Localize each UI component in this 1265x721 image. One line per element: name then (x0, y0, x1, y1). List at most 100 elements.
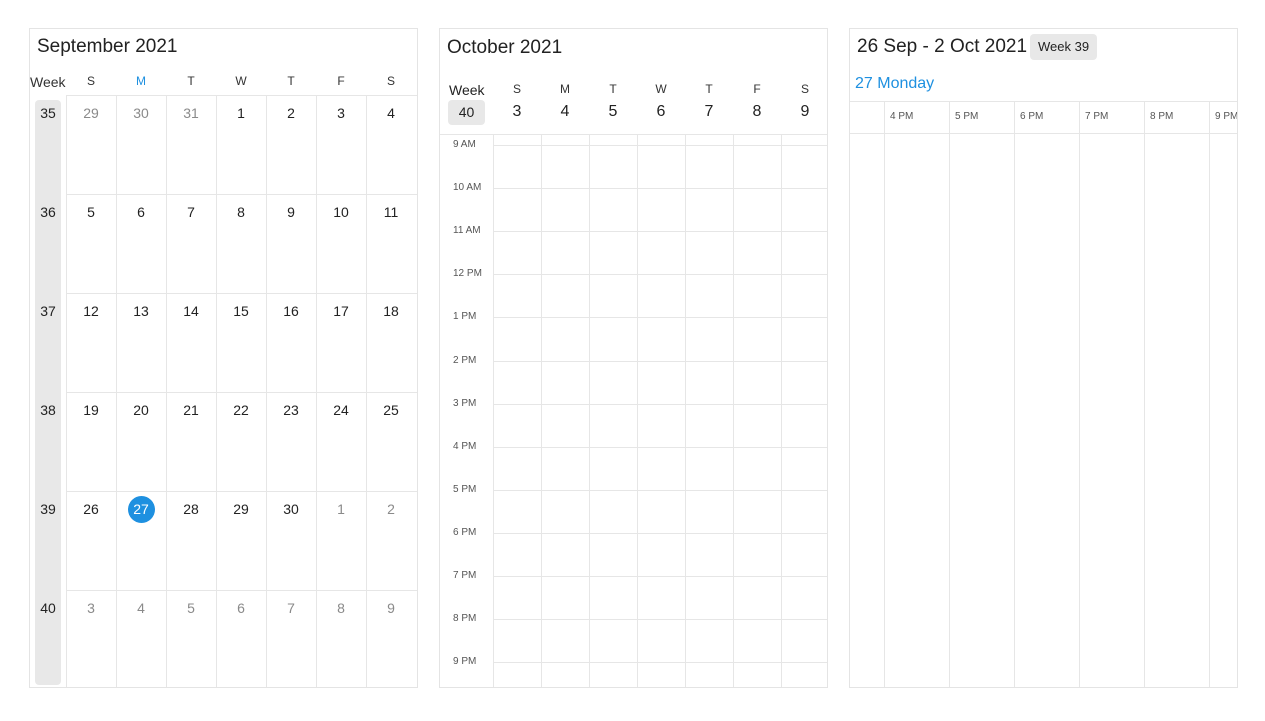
week-number[interactable]: 40 (40, 600, 56, 616)
week-day-number[interactable]: 7 (704, 103, 714, 120)
date-cell[interactable]: 30 (266, 501, 316, 517)
date-cell[interactable]: 19 (66, 402, 116, 418)
date-cell[interactable]: 24 (316, 402, 366, 418)
time-label: 3 PM (453, 397, 477, 409)
week-day-number[interactable]: 8 (752, 103, 762, 120)
date-cell[interactable]: 20 (116, 402, 166, 418)
date-cell[interactable]: 17 (316, 303, 366, 319)
date-cell[interactable]: 3 (66, 600, 116, 616)
date-cell[interactable]: 9 (266, 204, 316, 220)
week-day-name: S (512, 82, 521, 96)
date-cell[interactable]: 2 (366, 501, 416, 517)
month-column-line (366, 95, 367, 687)
date-cell[interactable]: 1 (316, 501, 366, 517)
week-number[interactable]: 35 (40, 105, 56, 121)
date-cell[interactable]: 12 (66, 303, 116, 319)
month-row-line (66, 194, 417, 195)
day-header-2: T (187, 74, 195, 88)
date-cell[interactable]: 4 (366, 105, 416, 121)
timeline-day-label[interactable]: 27 Monday (855, 75, 935, 92)
date-cell[interactable]: 23 (266, 402, 316, 418)
date-cell[interactable]: 9 (366, 600, 416, 616)
month-title[interactable]: September 2021 (37, 36, 178, 57)
date-number: 7 (187, 204, 195, 220)
date-cell[interactable]: 7 (266, 600, 316, 616)
date-number: 21 (183, 402, 199, 418)
date-cell[interactable]: 16 (266, 303, 316, 319)
date-number: 9 (387, 600, 395, 616)
week-number[interactable]: 39 (40, 501, 56, 517)
time-label: 11 AM (453, 225, 481, 237)
date-cell[interactable]: 8 (316, 600, 366, 616)
week-day-number[interactable]: 9 (800, 103, 810, 120)
date-cell[interactable]: 8 (216, 204, 266, 220)
date-cell[interactable]: 4 (116, 600, 166, 616)
date-cell[interactable]: 22 (216, 402, 266, 418)
date-cell[interactable]: 1 (216, 105, 266, 121)
time-label: 9 AM (453, 139, 476, 150)
week-column-line (541, 134, 542, 687)
date-number: 8 (337, 600, 345, 616)
week-number[interactable]: 37 (40, 303, 56, 319)
date-cell[interactable]: 14 (166, 303, 216, 319)
date-cell[interactable]: 13 (116, 303, 166, 319)
date-number: 15 (233, 303, 249, 319)
hour-line (493, 619, 827, 621)
timeline-time-label: 5 PM (955, 111, 979, 122)
hour-line (493, 231, 827, 233)
date-number: 18 (383, 303, 399, 319)
timeline-week-badge[interactable]: Week 39 (1030, 34, 1098, 60)
date-cell[interactable]: 21 (166, 402, 216, 418)
day-header-6: S (386, 74, 395, 88)
week-view-title[interactable]: October 2021 (447, 37, 563, 58)
date-number: 19 (83, 402, 99, 418)
week-day-number[interactable]: 6 (656, 103, 666, 120)
hour-line (493, 188, 827, 190)
week-number[interactable]: 38 (40, 402, 56, 418)
date-cell[interactable]: 25 (366, 402, 416, 418)
date-cell[interactable]: 29 (216, 501, 266, 517)
date-cell[interactable]: 7 (166, 204, 216, 220)
hour-line (493, 360, 827, 362)
date-cell[interactable]: 5 (166, 600, 216, 616)
date-cell[interactable]: 31 (166, 105, 216, 121)
date-cell[interactable]: 11 (366, 204, 416, 220)
week-day-number[interactable]: 4 (560, 103, 570, 120)
week-day-number[interactable]: 5 (608, 103, 618, 120)
timeline-title[interactable]: 26 Sep - 2 Oct 2021 (857, 36, 1028, 57)
timeline-slot-line (949, 101, 950, 687)
week-number-badge[interactable]: 40 (448, 100, 485, 125)
time-label: 6 PM (453, 526, 477, 538)
month-row-line (66, 392, 417, 393)
date-number: 12 (83, 303, 99, 319)
week-day-number[interactable]: 3 (512, 103, 522, 120)
month-row-line (66, 491, 417, 492)
date-cell[interactable]: 10 (316, 204, 366, 220)
date-cell[interactable]: 29 (66, 105, 116, 121)
timeline-slot-line (1144, 101, 1145, 687)
date-number: 29 (233, 501, 249, 517)
hour-line (493, 274, 827, 276)
today-date-cell[interactable]: 27 (116, 496, 166, 523)
date-number: 3 (337, 105, 345, 121)
date-cell[interactable]: 18 (366, 303, 416, 319)
date-cell[interactable]: 5 (66, 204, 116, 220)
date-cell[interactable]: 15 (216, 303, 266, 319)
time-label: 5 PM (453, 483, 477, 495)
week-day-name: S (800, 82, 809, 96)
date-cell[interactable]: 30 (116, 105, 166, 121)
date-number: 11 (383, 204, 399, 220)
date-cell[interactable]: 6 (116, 204, 166, 220)
week-header-divider (440, 134, 827, 135)
date-number: 23 (283, 402, 299, 418)
date-cell[interactable]: 6 (216, 600, 266, 616)
date-cell[interactable]: 3 (316, 105, 366, 121)
date-cell[interactable]: 28 (166, 501, 216, 517)
hour-line (493, 576, 827, 577)
date-cell[interactable]: 2 (266, 105, 316, 121)
date-number: 28 (183, 501, 199, 517)
date-cell[interactable]: 26 (66, 501, 116, 517)
week-number[interactable]: 36 (40, 204, 56, 220)
date-number: 3 (87, 600, 95, 616)
